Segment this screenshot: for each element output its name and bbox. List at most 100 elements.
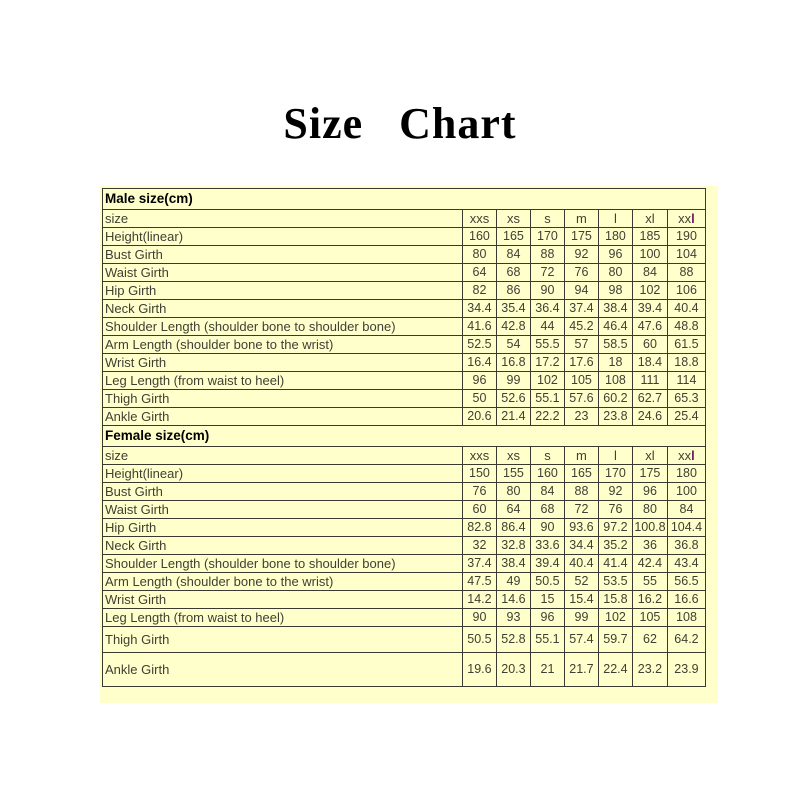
measure-row: Leg Length (from waist to heel) 96 99 102 10… xyxy=(102,371,707,390)
measure-label: Wrist Girth xyxy=(102,353,463,372)
size-col-header-xl: xl xyxy=(631,209,668,228)
measure-row: Ankle Girth 19.6 20.3 21 21.7 22.4 23.2 23.9 xyxy=(102,652,707,687)
size-col-header-xxl: xxl xyxy=(666,209,707,228)
measure-value: 90 xyxy=(529,518,565,537)
measure-value: 96 xyxy=(461,371,497,390)
measure-value: 41.4 xyxy=(597,554,633,573)
measure-value: 52.8 xyxy=(495,626,531,653)
measure-value: 84 xyxy=(495,245,531,264)
measure-label: Height(linear) xyxy=(102,464,463,483)
measure-value: 170 xyxy=(597,464,633,483)
measure-value: 23.2 xyxy=(631,652,668,687)
measure-value: 64.2 xyxy=(666,626,707,653)
section-header-female: Female size(cm) xyxy=(102,425,706,447)
measure-value: 64 xyxy=(461,263,497,282)
measure-row: Leg Length (from waist to heel) 90 93 96 99 1… xyxy=(102,608,707,627)
measure-value: 102 xyxy=(529,371,565,390)
measure-value: 65.3 xyxy=(666,389,707,408)
measure-value: 55 xyxy=(631,572,668,591)
measure-value: 33.6 xyxy=(529,536,565,555)
measure-value: 90 xyxy=(529,281,565,300)
measure-row: Waist Girth 60 64 68 72 76 80 84 xyxy=(102,500,707,519)
size-header-row-male: size xxs xs s m l xl xxl xyxy=(102,209,707,228)
measure-value: 16.2 xyxy=(631,590,668,609)
measure-value: 15.8 xyxy=(597,590,633,609)
size-chart-table: Male size(cm) size xxs xs s m l xl xxl Height(lin… xyxy=(102,188,707,687)
size-col-header-xxs: xxs xyxy=(461,209,497,228)
measure-value: 62.7 xyxy=(631,389,668,408)
measure-value: 46.4 xyxy=(597,317,633,336)
measure-value: 100 xyxy=(666,482,707,501)
measure-value: 82 xyxy=(461,281,497,300)
measure-row: Wrist Girth 14.2 14.6 15 15.4 15.8 16.2 16.6 xyxy=(102,590,707,609)
measure-value: 165 xyxy=(495,227,531,246)
size-col-header-m: m xyxy=(563,209,599,228)
size-col-header-text: xx xyxy=(678,210,692,226)
measure-value: 105 xyxy=(631,608,668,627)
measure-value: 102 xyxy=(597,608,633,627)
measure-value: 170 xyxy=(529,227,565,246)
measure-value: 96 xyxy=(631,482,668,501)
measure-value: 18 xyxy=(597,353,633,372)
measure-value: 57.6 xyxy=(563,389,599,408)
measure-value: 38.4 xyxy=(495,554,531,573)
measure-value: 185 xyxy=(631,227,668,246)
measure-value: 88 xyxy=(666,263,707,282)
measure-value: 42.8 xyxy=(495,317,531,336)
measure-value: 68 xyxy=(495,263,531,282)
measure-value: 20.3 xyxy=(495,652,531,687)
measure-value: 68 xyxy=(529,500,565,519)
measure-value: 84 xyxy=(666,500,707,519)
measure-value: 76 xyxy=(461,482,497,501)
measure-value: 35.4 xyxy=(495,299,531,318)
measure-value: 23.8 xyxy=(597,407,633,426)
measure-value: 76 xyxy=(597,500,633,519)
measure-label: Ankle Girth xyxy=(102,652,463,687)
measure-value: 15.4 xyxy=(563,590,599,609)
measure-value: 36.4 xyxy=(529,299,565,318)
measure-value: 90 xyxy=(461,608,497,627)
measure-value: 190 xyxy=(666,227,707,246)
measure-value: 80 xyxy=(631,500,668,519)
measure-value: 96 xyxy=(529,608,565,627)
measure-value: 57.4 xyxy=(563,626,599,653)
measure-value: 72 xyxy=(563,500,599,519)
measure-value: 58.5 xyxy=(597,335,633,354)
measure-value: 55.1 xyxy=(529,626,565,653)
measure-value: 114 xyxy=(666,371,707,390)
measure-row: Neck Girth 34.4 35.4 36.4 37.4 38.4 39.4 40.4 xyxy=(102,299,707,318)
measure-value: 18.4 xyxy=(631,353,668,372)
measure-value: 55.5 xyxy=(529,335,565,354)
measure-row: Shoulder Length (shoulder bone to should… xyxy=(102,554,707,573)
measure-label: Leg Length (from waist to heel) xyxy=(102,608,463,627)
measure-value: 22.2 xyxy=(529,407,565,426)
measure-value: 52 xyxy=(563,572,599,591)
measure-value: 160 xyxy=(461,227,497,246)
measure-value: 96 xyxy=(597,245,633,264)
measure-value: 108 xyxy=(597,371,633,390)
measure-value: 38.4 xyxy=(597,299,633,318)
size-col-header-accent: l xyxy=(691,447,695,463)
measure-value: 105 xyxy=(563,371,599,390)
measure-value: 49 xyxy=(495,572,531,591)
measure-value: 44 xyxy=(529,317,565,336)
measure-value: 60 xyxy=(631,335,668,354)
measure-value: 34.4 xyxy=(461,299,497,318)
size-col-header-xs: xs xyxy=(495,209,531,228)
measure-value: 16.4 xyxy=(461,353,497,372)
size-col-header-m: m xyxy=(563,446,599,465)
size-row-label: size xyxy=(102,209,463,228)
measure-value: 111 xyxy=(631,371,668,390)
measure-value: 24.6 xyxy=(631,407,668,426)
measure-value: 14.2 xyxy=(461,590,497,609)
measure-value: 39.4 xyxy=(631,299,668,318)
measure-value: 82.8 xyxy=(461,518,497,537)
size-header-row-female: size xxs xs s m l xl xxl xyxy=(102,446,707,465)
measure-label: Waist Girth xyxy=(102,500,463,519)
measure-value: 35.2 xyxy=(597,536,633,555)
measure-label: Ankle Girth xyxy=(102,407,463,426)
measure-value: 76 xyxy=(563,263,599,282)
measure-value: 36.8 xyxy=(666,536,707,555)
measure-value: 16.8 xyxy=(495,353,531,372)
measure-value: 54 xyxy=(495,335,531,354)
